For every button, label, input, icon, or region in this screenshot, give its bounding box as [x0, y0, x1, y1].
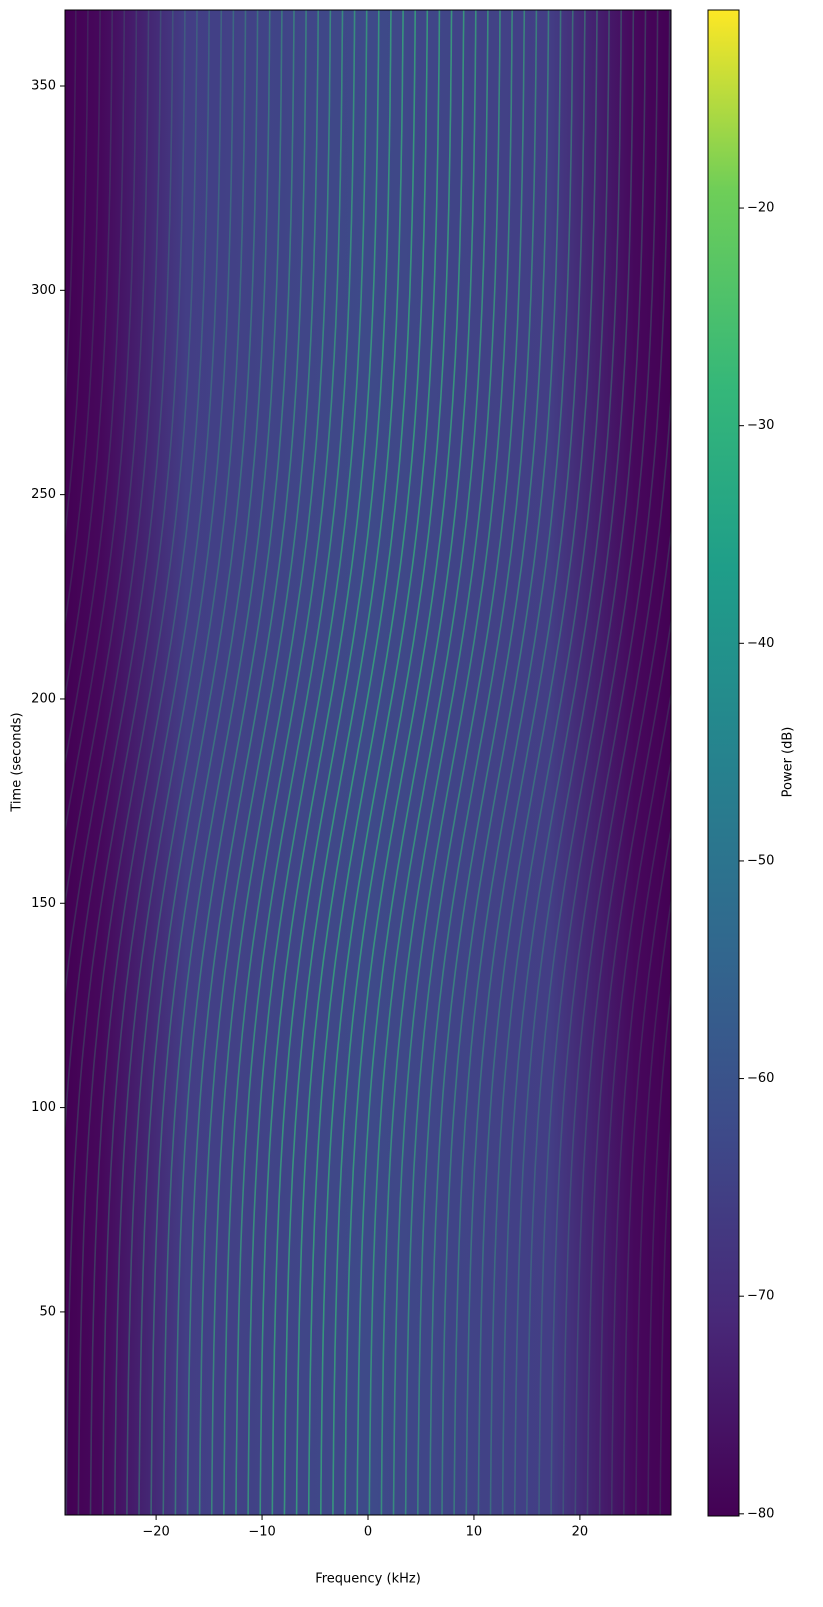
x-tick-label: −20	[142, 1525, 169, 1540]
spectral-line	[489, 10, 610, 1515]
colorbar-tick-label: −70	[747, 1289, 774, 1304]
spectral-line	[610, 758, 671, 1515]
spectral-line	[647, 985, 671, 1515]
spectral-line	[186, 10, 307, 1515]
y-tick-label: 200	[31, 691, 56, 706]
colorbar-tick-label: −60	[747, 1071, 774, 1086]
spectral-line	[344, 10, 465, 1515]
spectral-line	[138, 10, 259, 1515]
y-tick-label: 50	[39, 1304, 56, 1319]
spectral-line	[0, 10, 52, 1515]
spectral-line	[65, 10, 89, 541]
spectral-line	[65, 10, 174, 1139]
spectral-line	[307, 10, 429, 1515]
spectral-line	[538, 10, 659, 1515]
spectral-line	[526, 10, 647, 1515]
spectral-line	[162, 10, 283, 1515]
colorbar-tick-label: −80	[747, 1506, 774, 1521]
spectral-line	[65, 10, 101, 628]
spectral-line	[404, 10, 526, 1515]
spectral-line	[392, 10, 513, 1515]
spectral-line	[65, 10, 77, 411]
spectral-line	[453, 10, 574, 1515]
spectral-line	[174, 10, 295, 1515]
spectral-line	[235, 10, 356, 1515]
y-tick-label: 250	[31, 487, 56, 502]
spectral-line	[659, 1114, 671, 1515]
colorbar-label: Power (dB)	[781, 727, 796, 798]
spectral-line	[77, 10, 198, 1515]
y-tick-label: 350	[31, 79, 56, 94]
colorbar-tick-label: −20	[747, 201, 774, 216]
spectral-line	[332, 10, 453, 1515]
spectral-line	[210, 10, 332, 1515]
spectral-line	[114, 10, 235, 1515]
spectral-line	[320, 10, 441, 1515]
y-tick-label: 100	[31, 1100, 56, 1115]
spectral-line	[380, 10, 501, 1515]
spectral-line	[65, 10, 186, 1515]
spectral-line	[271, 10, 392, 1515]
spectral-line	[368, 10, 489, 1515]
spectral-line	[417, 10, 538, 1515]
spectral-line	[356, 10, 477, 1515]
spectral-line	[574, 526, 671, 1515]
spectral-line	[562, 386, 671, 1515]
spectral-line	[501, 10, 622, 1515]
spectral-line	[247, 10, 368, 1515]
spectral-line	[89, 10, 210, 1515]
spectral-line	[126, 10, 247, 1515]
y-tick-label: 300	[31, 283, 56, 298]
spectral-line	[550, 10, 671, 1515]
spectral-line	[150, 10, 271, 1515]
spectral-line	[429, 10, 550, 1515]
spectral-line	[65, 10, 113, 701]
spectral-line	[623, 824, 671, 1515]
spectral-line	[101, 10, 223, 1515]
x-tick-label: 20	[572, 1525, 589, 1540]
colorbar-tick-label: −40	[747, 636, 774, 651]
y-axis-label: Time (seconds)	[10, 712, 25, 812]
spectral-line	[223, 10, 344, 1515]
spectral-line	[477, 10, 598, 1515]
x-tick-label: −10	[248, 1525, 275, 1540]
spectral-line	[65, 10, 162, 999]
colorbar-tick-label: −30	[747, 418, 774, 433]
spectral-line	[586, 617, 671, 1515]
spectral-line	[295, 10, 416, 1515]
spectral-line	[441, 10, 562, 1515]
colorbar-tick-label: −50	[747, 853, 774, 868]
x-tick-label: 0	[364, 1525, 372, 1540]
spectral-line	[513, 10, 635, 1515]
spectrogram-texture	[0, 10, 671, 1515]
spectral-line	[598, 690, 671, 1515]
y-tick-label: 150	[31, 896, 56, 911]
spectral-line	[65, 10, 126, 767]
spectral-line	[65, 10, 150, 908]
x-tick-label: 10	[466, 1525, 483, 1540]
spectral-line	[65, 10, 138, 835]
spectral-line	[635, 897, 671, 1515]
spectral-line	[198, 10, 319, 1515]
colorbar	[707, 9, 740, 1517]
x-axis-label: Frequency (kHz)	[315, 1572, 421, 1587]
spectral-line	[259, 10, 380, 1515]
spectral-line	[465, 10, 586, 1515]
spectral-line	[283, 10, 404, 1515]
